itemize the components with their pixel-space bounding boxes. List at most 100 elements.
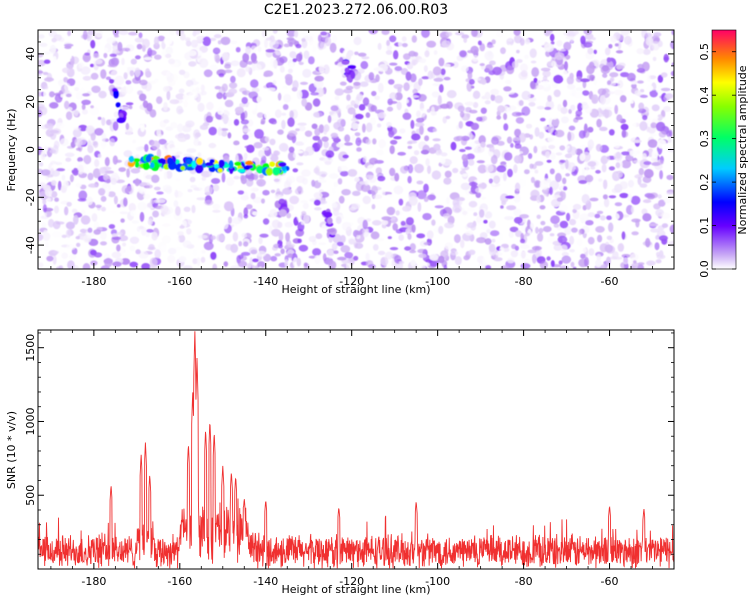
spectrogram-cell — [39, 162, 44, 167]
spectrogram-cell — [286, 212, 292, 219]
spectrogram-cell — [432, 128, 437, 133]
spectrogram-cell — [370, 53, 380, 61]
spectrogram-cell — [573, 30, 579, 35]
spectrogram-cell — [236, 68, 246, 78]
spectrogram-cell — [524, 38, 531, 45]
spectrogram-cell — [621, 129, 627, 138]
spectrogram-cell — [112, 49, 117, 55]
spectrogram-cell — [314, 207, 322, 211]
spectrogram-cell — [614, 43, 619, 47]
spectrogram-cell — [174, 189, 179, 198]
spectrogram-cell — [302, 68, 312, 78]
spectrogram-cell — [38, 59, 46, 67]
spectrogram-cell — [515, 230, 522, 238]
spectrogram-cell — [550, 215, 560, 225]
spectrogram-cell — [646, 193, 656, 200]
spectrogram-cell — [298, 125, 306, 132]
spectrogram-feature-cell — [213, 163, 220, 169]
spectrogram-cell — [389, 92, 397, 100]
spectrogram-cell — [584, 33, 594, 40]
spectrogram-cell — [416, 190, 427, 200]
spectrogram-cell — [100, 69, 107, 79]
spectrogram-cell — [617, 80, 624, 89]
colorbar-tick-label: 0.1 — [698, 217, 711, 235]
spectrogram-cell — [282, 187, 293, 195]
spectrogram-cell — [567, 131, 572, 142]
spectrogram-cell — [402, 254, 412, 261]
spectrogram-cell — [245, 178, 254, 187]
spectrogram-cell — [271, 228, 281, 237]
spectrogram-cell — [505, 79, 512, 85]
spectrogram-cell — [565, 30, 576, 37]
spectrogram-cell — [614, 202, 623, 207]
spectrogram-cell — [117, 41, 123, 52]
spectrogram-cell — [639, 121, 648, 131]
spectrogram-cell — [350, 100, 356, 106]
spectrogram-cell — [186, 228, 192, 235]
spectrogram-cell — [469, 109, 478, 114]
colorbar-ticks: 0.0 0.1 0.2 0.3 0.4 0.5 — [698, 43, 736, 278]
spectrogram-cell — [212, 184, 220, 192]
spectrogram-cell — [561, 255, 572, 264]
spectrogram-cell — [76, 147, 82, 151]
spectrogram-cell — [432, 66, 442, 76]
spectrogram-cell — [98, 188, 106, 196]
spectrogram-cell — [464, 101, 475, 106]
spectrogram-cell — [283, 43, 291, 48]
spectrogram-cell — [475, 187, 484, 193]
spectrogram-cell — [532, 253, 537, 264]
spectrogram-cell — [74, 87, 80, 91]
spectrogram-cell — [296, 175, 306, 183]
spectrogram-cell — [466, 222, 476, 229]
spectrogram-cell — [572, 203, 582, 210]
spectrogram-cell — [78, 124, 88, 132]
colorbar-label: Normalized spectral amplitude — [736, 65, 749, 234]
spectrogram-cell — [386, 106, 394, 112]
spectrogram-cell — [252, 211, 258, 216]
spectrogram-cell — [469, 134, 475, 140]
spectrogram-cell — [241, 232, 247, 238]
spectrogram-cell — [519, 214, 529, 219]
spectrogram-cell — [392, 223, 399, 231]
spectrogram-cell — [53, 34, 62, 41]
spectrogram-cell — [129, 261, 138, 268]
spectrogram-cell — [637, 177, 642, 185]
spectrogram-cell — [587, 47, 594, 55]
spectrogram-cell — [467, 71, 473, 80]
spectrogram-cell — [87, 227, 93, 233]
spectrogram-cell — [459, 111, 465, 118]
spectrogram-cell — [112, 155, 118, 165]
spectrogram-cell — [650, 122, 657, 129]
spectrogram-cell — [661, 223, 669, 229]
spectrogram-cell — [163, 119, 170, 124]
spectrogram-cell — [480, 225, 490, 231]
spectrogram-cell — [317, 40, 325, 51]
spectrogram-cell — [438, 225, 444, 235]
spectrogram-cell — [353, 81, 361, 86]
spectrogram-cell — [446, 196, 450, 205]
spectrogram-cell — [87, 172, 94, 181]
spectrogram-cell — [461, 34, 470, 39]
spectrogram-cell — [166, 90, 171, 101]
spectrogram-cell — [189, 176, 196, 183]
spectrogram-cell — [505, 91, 515, 95]
spectrogram-cell — [74, 80, 82, 88]
spectrogram-cell — [197, 102, 205, 112]
spectrogram-cell — [38, 262, 44, 268]
spectrogram-cell — [58, 265, 64, 269]
spectrogram-cell — [664, 93, 674, 99]
spectrogram-cell — [188, 92, 199, 99]
spectrogram-cell — [460, 239, 465, 249]
spectrogram-cell — [497, 105, 506, 113]
spectrogram-cell — [123, 197, 128, 207]
spectrogram-cell — [559, 159, 566, 163]
spectrogram-cell — [40, 150, 46, 161]
spectrogram-cell — [642, 114, 648, 121]
spectrogram-cell — [186, 148, 197, 154]
spectrogram-cell — [397, 151, 406, 156]
spectrogram-cell — [564, 61, 568, 71]
spectrogram-cell — [553, 223, 560, 228]
spectrogram-cell — [587, 236, 595, 245]
spectrogram-cell — [642, 48, 651, 56]
spectrogram-cell — [615, 162, 621, 169]
